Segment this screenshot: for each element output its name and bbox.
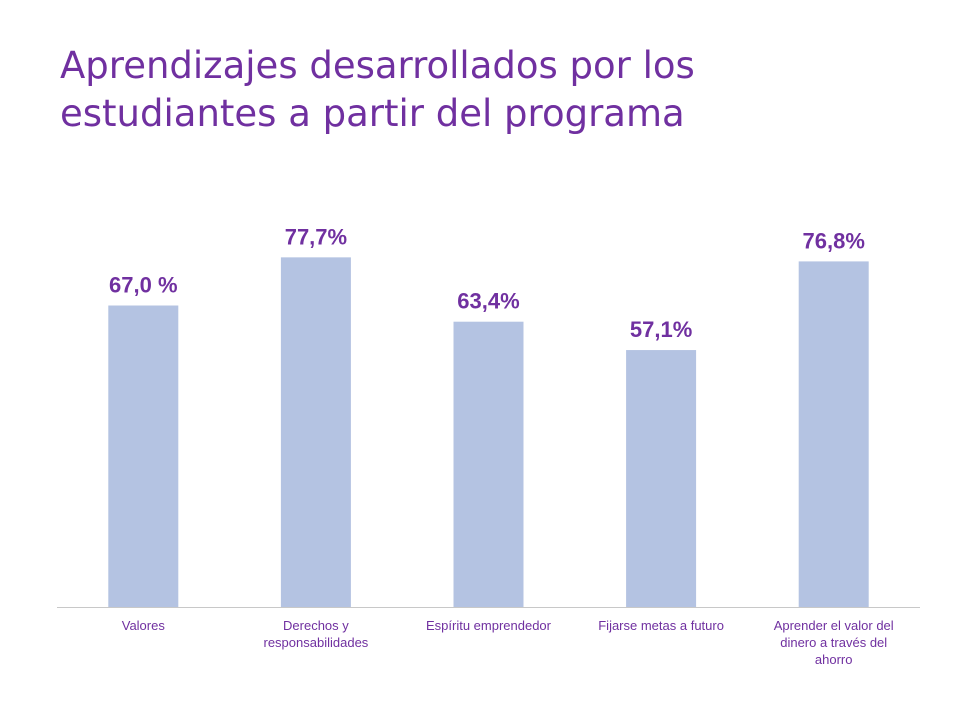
category-tick-label-line: ahorro <box>815 652 853 667</box>
bar <box>280 257 351 607</box>
category-tick-label-line: responsabilidades <box>264 635 369 650</box>
category-tick-label: Derechos y responsabilidades <box>264 618 369 650</box>
category-tick-label-line: dinero a través del <box>780 635 887 650</box>
category-tick-label: Fijarse metas a futuro <box>598 618 724 633</box>
category-tick-label-line: Fijarse metas a futuro <box>598 618 724 633</box>
data-label: 57,1% <box>630 317 692 342</box>
chart-title: Aprendizajes desarrollados por los estud… <box>60 44 695 135</box>
category-tick-label: Valores <box>122 618 166 633</box>
data-label: 77,7% <box>285 224 347 249</box>
bar <box>453 321 524 607</box>
category-tick-label: Aprender el valor del dinero a través del… <box>774 618 894 667</box>
data-label: 67,0 % <box>109 273 178 298</box>
category-tick-label-line: Espíritu emprendedor <box>426 618 552 633</box>
bar <box>108 305 179 607</box>
category-tick-label-line: Aprender el valor del <box>774 618 894 633</box>
data-label: 63,4% <box>457 289 519 314</box>
bar <box>626 350 697 607</box>
bar <box>798 261 869 607</box>
category-tick-label-line: Valores <box>122 618 166 633</box>
data-label: 76,8% <box>803 228 865 253</box>
category-tick-label-line: Derechos y <box>283 618 349 633</box>
category-tick-label: Espíritu emprendedor <box>426 618 552 633</box>
